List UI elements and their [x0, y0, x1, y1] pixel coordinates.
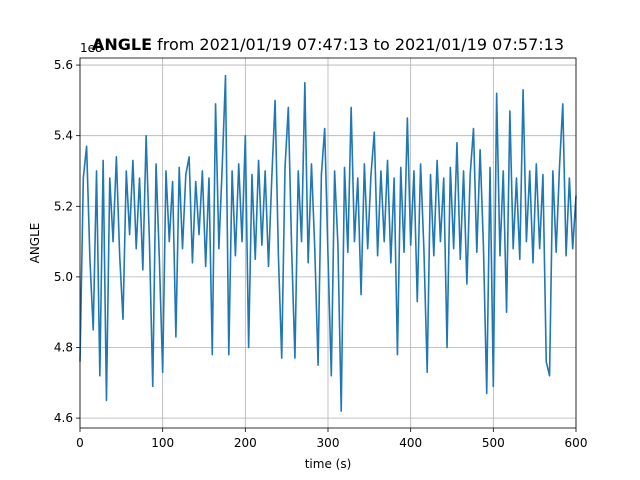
y-tick-label: 5.2: [54, 199, 73, 213]
y-tick-label: 4.8: [54, 341, 73, 355]
x-tick-label: 400: [399, 436, 422, 450]
title-bold: ANGLE: [92, 35, 152, 54]
x-tick-label: 300: [317, 436, 340, 450]
y-tick-label: 5.0: [54, 270, 73, 284]
title-rest: from 2021/01/19 07:47:13 to 2021/01/19 0…: [157, 35, 564, 54]
data-line: [79, 74, 577, 412]
x-tick-label: 0: [76, 436, 84, 450]
offset-label: 1e8: [80, 41, 103, 55]
y-tick-label: 4.6: [54, 411, 73, 425]
y-axis-label: ANGLE: [28, 223, 42, 264]
chart-title: ANGLE from 2021/01/19 07:47:13 to 2021/0…: [92, 35, 564, 54]
y-tick-label: 5.6: [54, 58, 73, 72]
y-tick-label: 5.4: [54, 129, 73, 143]
plot-area: 0 100 200 300 400 500 600 4.6 4.8 5.0 5.2 5.4 5.6: [54, 58, 588, 450]
x-tick-label: 500: [482, 436, 505, 450]
x-tick-label: 100: [151, 436, 174, 450]
x-tick-label: 200: [234, 436, 257, 450]
axes-frame: [79, 57, 577, 429]
x-axis-label: time (s): [305, 457, 352, 471]
x-tick-label: 600: [565, 436, 588, 450]
